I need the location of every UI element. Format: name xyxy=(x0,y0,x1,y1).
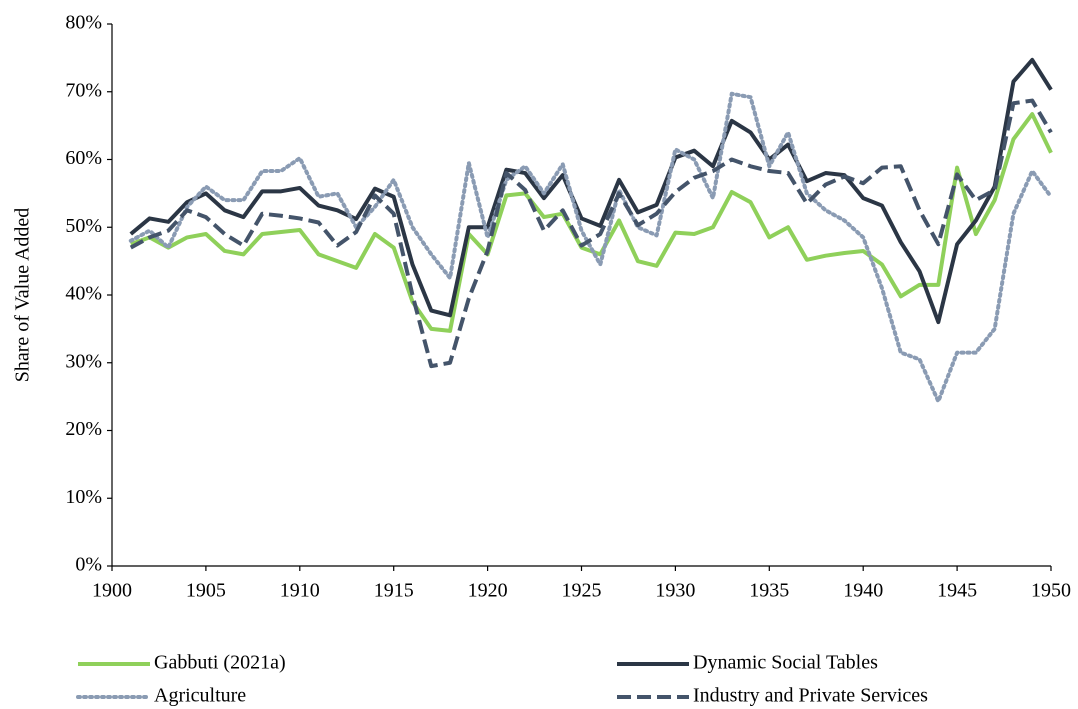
y-tick-label: 10% xyxy=(65,486,102,508)
legend-label: Agriculture xyxy=(154,685,246,707)
series-line xyxy=(129,57,1053,325)
legend-label: Dynamic Social Tables xyxy=(693,652,878,674)
series-line xyxy=(128,91,1053,404)
legend-label: Gabbuti (2021a) xyxy=(154,652,286,674)
x-tick-label: 1930 xyxy=(655,580,695,602)
y-tick-label: 30% xyxy=(65,350,102,372)
x-tick-label: 1910 xyxy=(280,580,320,602)
y-tick-label: 80% xyxy=(65,12,102,34)
y-tick-label: 70% xyxy=(65,79,102,101)
x-tick-label: 1945 xyxy=(937,580,977,602)
y-tick-label: 60% xyxy=(65,147,102,169)
x-tick-label: 1900 xyxy=(92,580,132,602)
legend-label: Industry and Private Services xyxy=(693,685,928,707)
series-line xyxy=(129,98,1053,369)
x-tick-label: 1950 xyxy=(1031,580,1071,602)
x-tick-label: 1920 xyxy=(468,580,508,602)
x-tick-label: 1925 xyxy=(562,580,602,602)
y-axis-label: Share of Value Added xyxy=(12,208,34,383)
x-tick-label: 1915 xyxy=(374,580,414,602)
y-tick-label: 0% xyxy=(75,554,102,576)
x-tick-label: 1935 xyxy=(749,580,789,602)
x-tick-label: 1940 xyxy=(843,580,883,602)
x-tick-label: 1905 xyxy=(186,580,226,602)
y-tick-label: 50% xyxy=(65,215,102,237)
y-tick-label: 40% xyxy=(65,283,102,305)
y-tick-label: 20% xyxy=(65,418,102,440)
